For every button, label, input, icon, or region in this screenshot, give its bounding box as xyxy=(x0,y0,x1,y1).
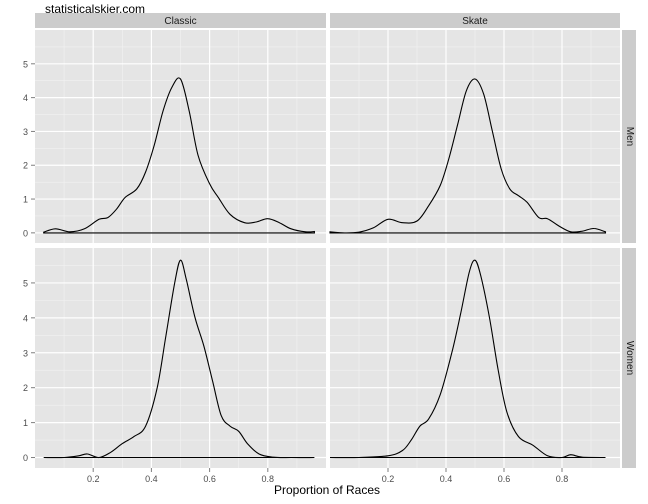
facet-strip-men xyxy=(622,30,636,243)
facet-strip-label: Skate xyxy=(462,16,488,27)
density-curve-skate-women xyxy=(329,259,606,459)
density-curve-classic-women xyxy=(43,259,315,459)
x-tick-label: 0.4 xyxy=(145,474,158,484)
y-tick-label: 2 xyxy=(23,161,28,171)
facet-strip-classic xyxy=(35,13,326,28)
y-tick-label: 2 xyxy=(23,383,28,393)
x-tick-label: 0.2 xyxy=(87,474,100,484)
facet-strip-skate xyxy=(330,13,620,28)
y-tick-label: 3 xyxy=(23,127,28,137)
y-tick-label: 4 xyxy=(23,313,28,323)
x-tick-label: 0.8 xyxy=(556,474,569,484)
y-tick-label: 0 xyxy=(23,453,28,463)
facet-strip-label: Classic xyxy=(164,16,196,27)
y-tick-label: 4 xyxy=(23,93,28,103)
y-tick-label: 5 xyxy=(23,59,28,69)
watermark-text: statisticalskier.com xyxy=(45,2,146,16)
x-tick-label: 0.8 xyxy=(262,474,275,484)
x-tick-label: 0.6 xyxy=(203,474,216,484)
x-tick-label: 0.4 xyxy=(440,474,453,484)
x-axis-title: Proportion of Races xyxy=(274,483,380,497)
y-tick-label: 1 xyxy=(23,418,28,428)
facet-strip-label: Men xyxy=(624,127,635,146)
density-curve-classic-men xyxy=(43,77,315,234)
facet-strip-label: Women xyxy=(624,341,635,375)
x-tick-label: 0.6 xyxy=(498,474,511,484)
y-tick-label: 0 xyxy=(23,228,28,238)
facet-strip-women xyxy=(622,248,636,468)
y-tick-label: 1 xyxy=(23,195,28,205)
y-tick-label: 3 xyxy=(23,348,28,358)
y-tick-label: 5 xyxy=(23,278,28,288)
x-tick-label: 0.2 xyxy=(382,474,395,484)
density-curve-skate-men xyxy=(329,78,607,234)
